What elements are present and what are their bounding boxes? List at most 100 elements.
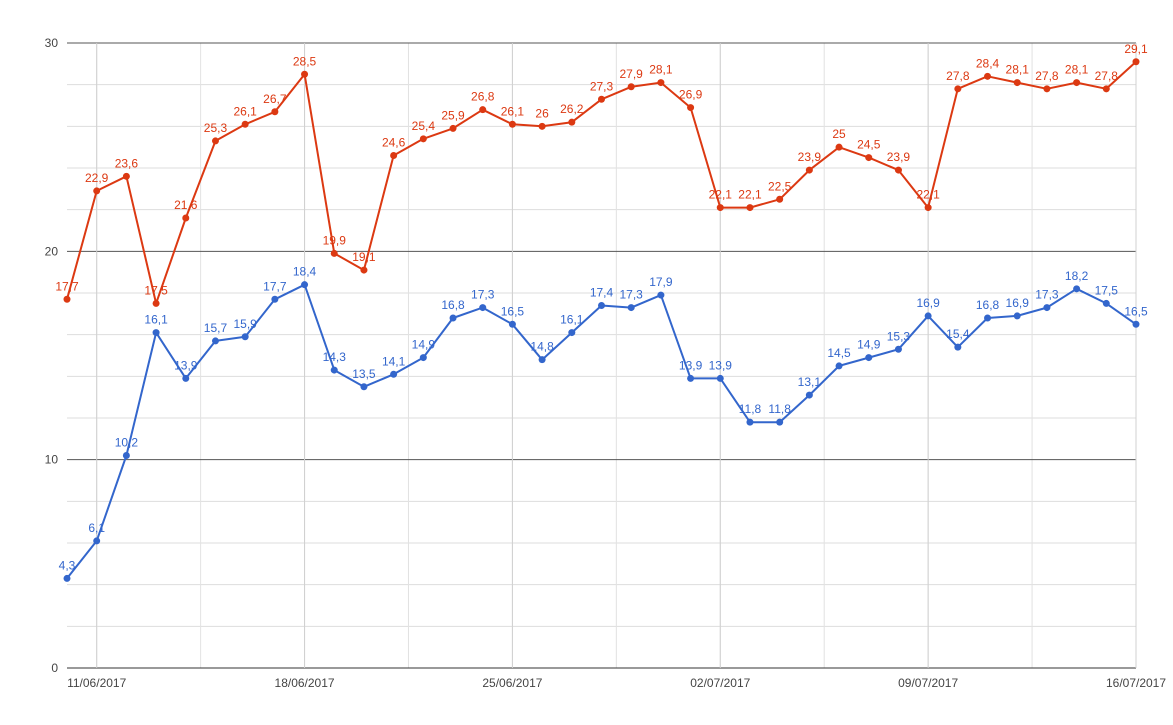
data-point [835, 362, 843, 370]
data-label: 29,1 [1124, 42, 1148, 56]
data-label: 17,3 [471, 288, 495, 302]
data-point [93, 537, 101, 545]
data-label: 17,7 [55, 279, 79, 293]
data-point [716, 204, 724, 212]
series-group [63, 58, 1140, 582]
data-label: 27,8 [946, 69, 970, 83]
data-label: 13,1 [798, 375, 822, 389]
data-point [1013, 312, 1021, 320]
data-label: 28,1 [1065, 63, 1089, 77]
data-label: 11,8 [739, 402, 762, 416]
data-label: 25,4 [412, 119, 436, 133]
data-point [924, 204, 932, 212]
data-label: 26,1 [501, 104, 525, 118]
data-label: 27,9 [620, 67, 644, 81]
data-point [657, 79, 665, 87]
data-label: 17,4 [590, 286, 614, 300]
data-label: 13,9 [679, 358, 703, 372]
data-label: 28,4 [976, 56, 1000, 70]
data-point [894, 345, 902, 353]
data-label: 14,9 [857, 338, 881, 352]
data-point [568, 118, 576, 126]
data-point [1102, 299, 1110, 307]
data-label: 16,5 [501, 304, 525, 318]
x-tick-label: 18/06/2017 [275, 676, 335, 690]
data-point [687, 104, 695, 112]
data-label: 23,9 [887, 150, 911, 164]
data-label: 22,1 [916, 188, 940, 202]
data-label: 15,9 [233, 317, 257, 331]
data-label: 17,5 [1095, 283, 1119, 297]
data-label: 13,9 [709, 358, 733, 372]
data-point [865, 154, 873, 162]
axes: 0 10 20 30 11/06/2017 18/06/2017 25/06/2017 02/… [45, 36, 1167, 690]
data-label: 22,5 [768, 179, 792, 193]
data-label: 18,4 [293, 265, 317, 279]
data-point [271, 108, 279, 116]
data-label: 18,2 [1065, 269, 1089, 283]
data-point [63, 295, 71, 303]
data-point [805, 391, 813, 399]
data-label: 23,6 [115, 156, 139, 170]
data-label: 19,9 [323, 233, 347, 247]
data-point [271, 295, 279, 303]
data-point [598, 95, 605, 103]
data-label: 15,3 [887, 329, 911, 343]
data-label: 10,2 [115, 436, 139, 450]
data-point [1132, 58, 1140, 66]
data-label: 17,3 [1035, 288, 1059, 302]
data-label: 24,5 [857, 138, 881, 152]
data-point [805, 166, 813, 174]
data-label: 25,3 [204, 121, 228, 135]
series-line [66, 283, 1137, 580]
data-label: 11,8 [768, 402, 791, 416]
data-point [449, 124, 457, 132]
y-tick-label: 10 [45, 453, 59, 467]
y-tick-label: 0 [51, 661, 58, 675]
data-point [330, 249, 338, 257]
data-point [390, 370, 398, 378]
data-point [538, 122, 546, 130]
data-label: 17,5 [144, 283, 168, 297]
data-label: 25 [832, 127, 846, 141]
data-label: 26,2 [560, 102, 584, 116]
data-point [360, 383, 368, 391]
data-point [419, 135, 427, 143]
data-label: 27,3 [590, 79, 614, 93]
data-point [241, 120, 249, 128]
data-label: 16,8 [976, 298, 1000, 312]
data-point [1132, 320, 1140, 328]
data-point [598, 302, 605, 309]
data-point [419, 354, 427, 362]
data-label: 4,3 [59, 558, 76, 572]
data-label: 16,1 [560, 313, 584, 327]
data-point [568, 329, 576, 337]
x-tick-label: 09/07/2017 [898, 676, 958, 690]
data-point [716, 374, 724, 382]
data-point [984, 72, 992, 80]
x-tick-label: 02/07/2017 [690, 676, 750, 690]
data-point [360, 266, 368, 274]
data-point [627, 304, 635, 312]
y-tick-label: 30 [45, 36, 59, 50]
data-label: 14,5 [827, 346, 851, 360]
data-point [538, 356, 546, 364]
data-point [835, 143, 843, 151]
x-tick-label: 11/06/2017 [67, 676, 126, 690]
data-point [122, 172, 130, 180]
data-label: 16,1 [144, 313, 168, 327]
data-label: 26,9 [679, 88, 703, 102]
data-label: 16,9 [916, 296, 940, 310]
data-label: 26,1 [233, 104, 257, 118]
data-label: 28,1 [1006, 63, 1030, 77]
data-point [924, 312, 932, 320]
data-label: 28,5 [293, 54, 317, 68]
data-point [182, 374, 190, 382]
data-label: 26,7 [263, 92, 287, 106]
data-point [1043, 304, 1051, 312]
data-point [93, 187, 101, 195]
data-label: 6,1 [88, 521, 105, 535]
data-point [122, 452, 130, 459]
data-label: 16,5 [1124, 304, 1148, 318]
